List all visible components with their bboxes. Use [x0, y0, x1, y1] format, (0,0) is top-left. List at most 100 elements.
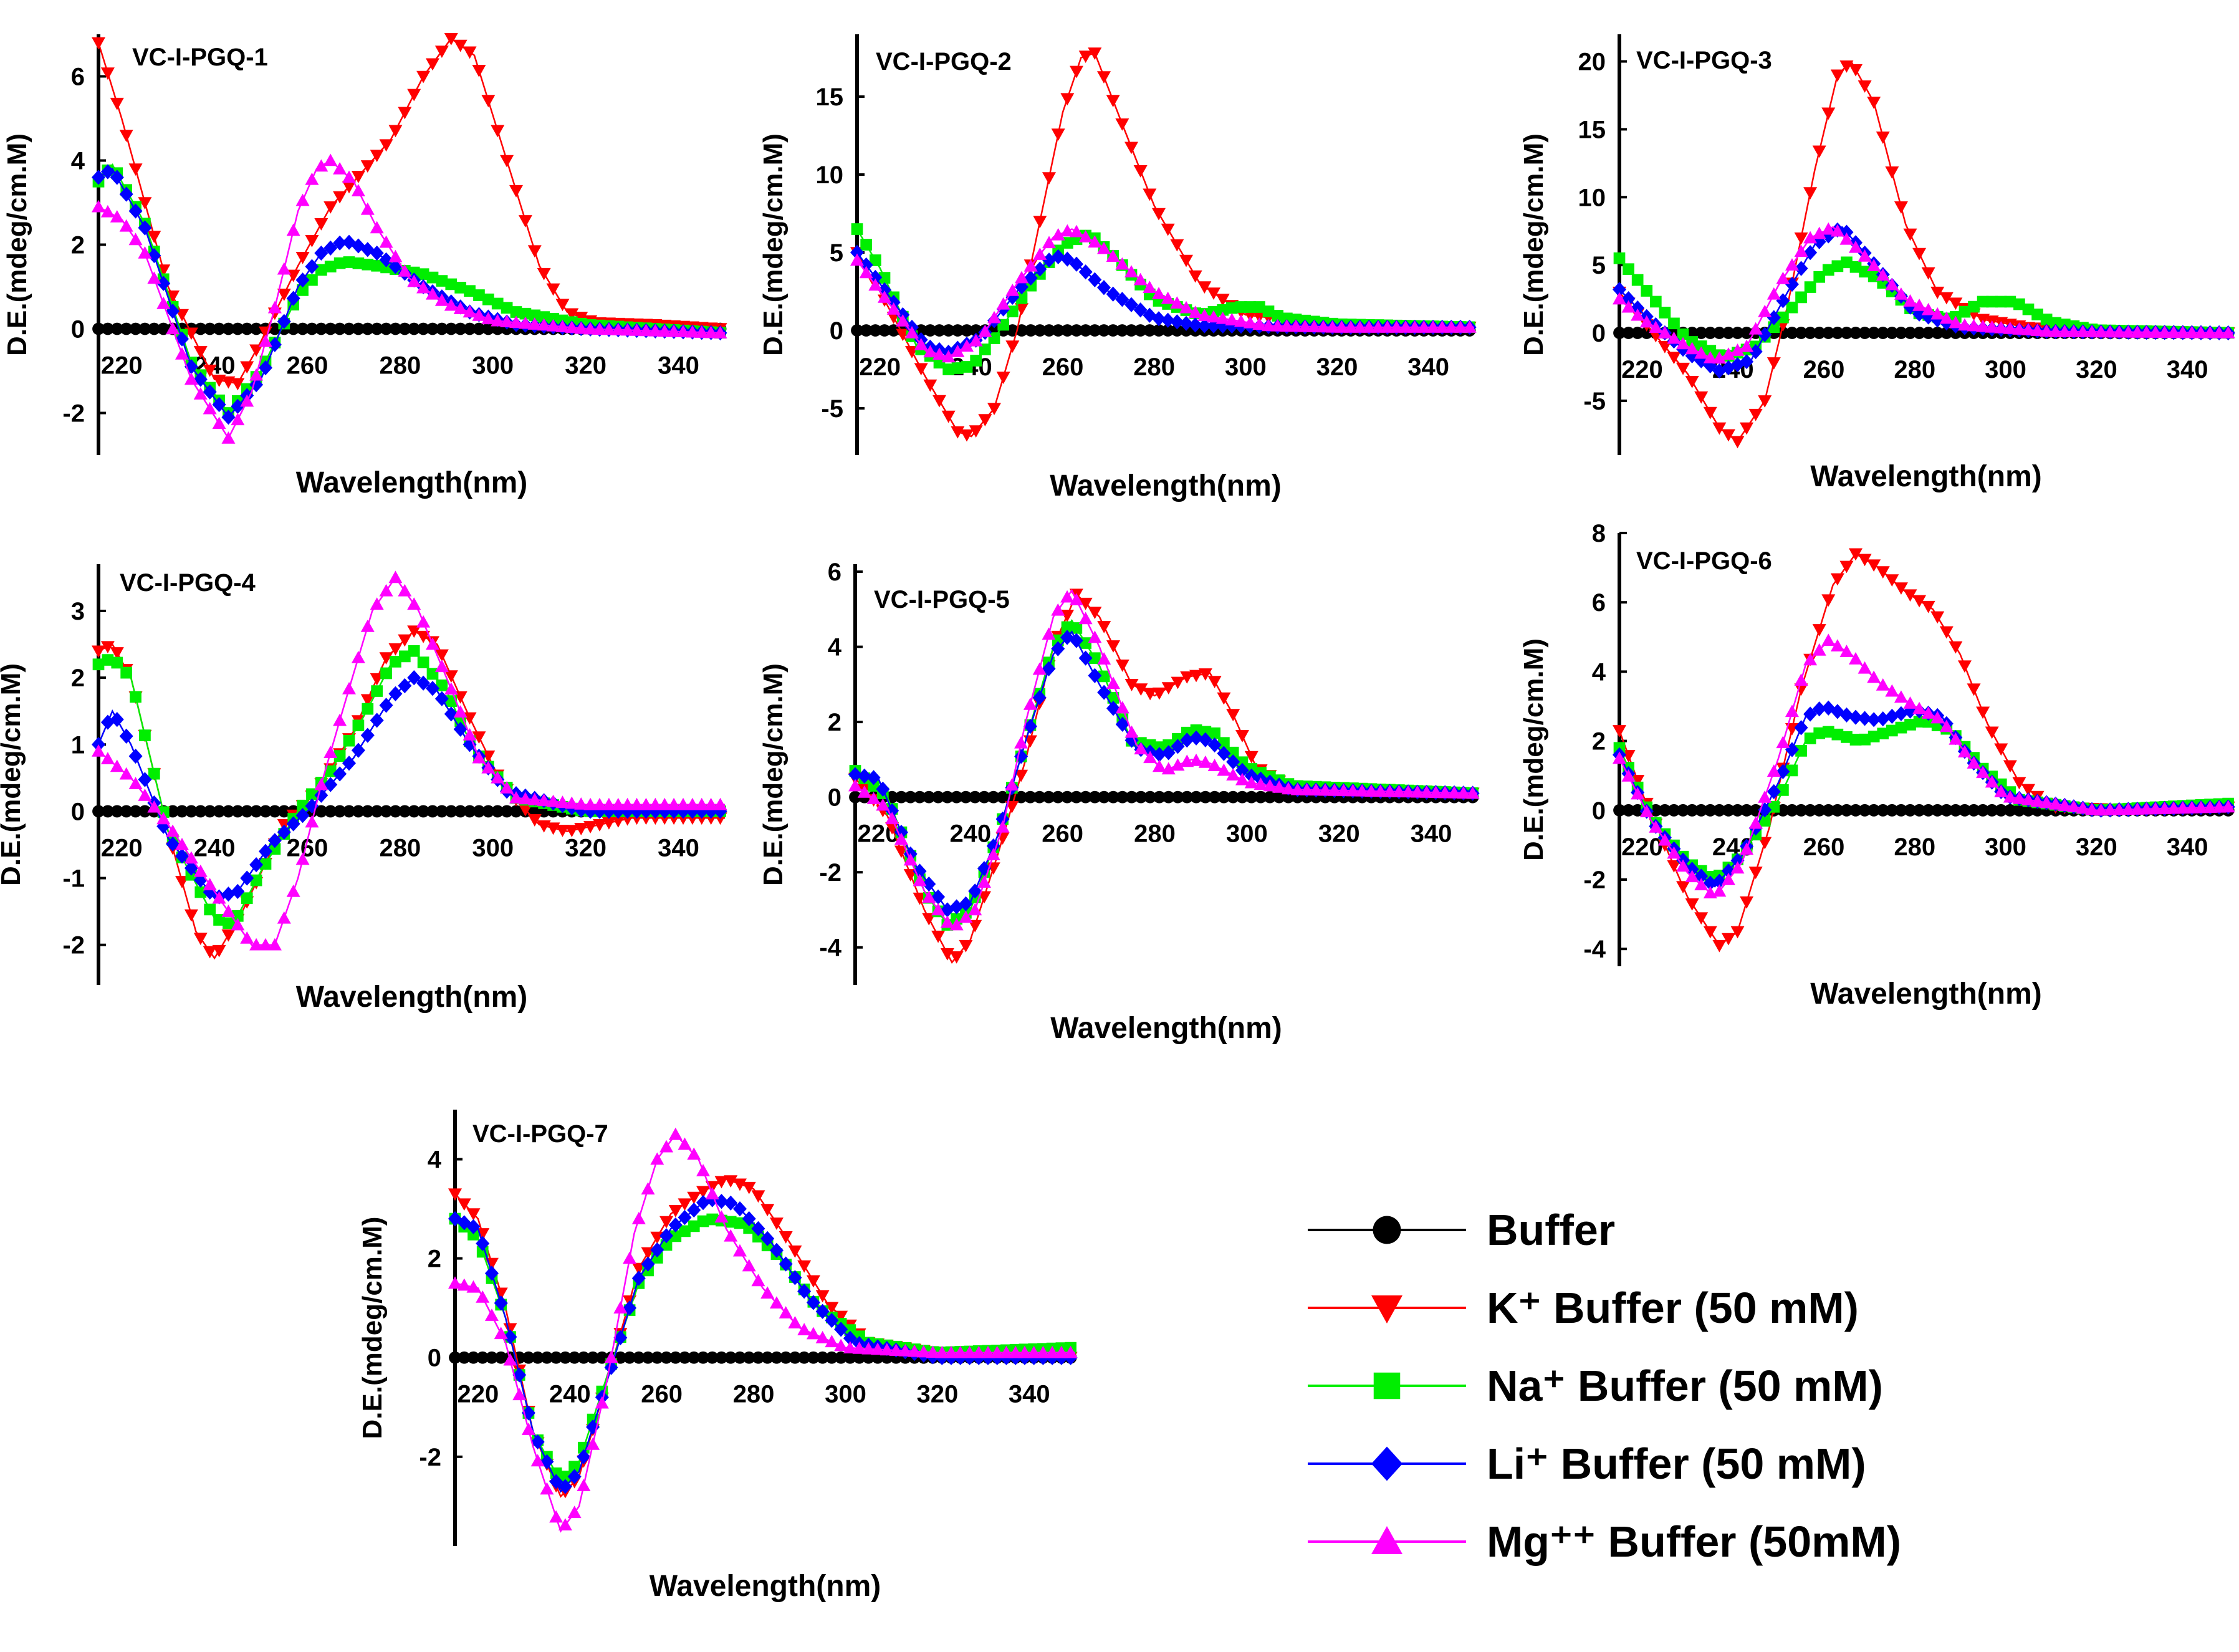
data-point-k [678, 1198, 692, 1211]
data-point-mg [1858, 249, 1872, 262]
y-tick-label: 6 [71, 64, 85, 91]
x-axis-title: Wavelength(nm) [1050, 1012, 1282, 1045]
data-point-buffer [92, 805, 105, 818]
data-point-buffer [1631, 327, 1644, 339]
data-point-mg [1885, 277, 1899, 291]
data-point-na [1199, 726, 1212, 738]
data-point-k [714, 1176, 729, 1189]
data-point-buffer [1236, 790, 1249, 804]
data-point-mg [2193, 325, 2208, 339]
data-point-buffer [1033, 324, 1047, 337]
data-point-buffer [969, 324, 982, 337]
data-point-k [779, 1231, 793, 1244]
data-point-buffer [941, 790, 954, 804]
data-point-mg [880, 1343, 894, 1356]
data-point-k [724, 1175, 738, 1188]
y-tick-label: -5 [821, 395, 843, 423]
data-point-mg [1143, 281, 1157, 294]
data-point-buffer [333, 805, 347, 818]
data-point-na [697, 1215, 709, 1227]
data-point-mg [379, 583, 393, 597]
data-point-na [1668, 317, 1680, 330]
data-point-k [333, 191, 347, 204]
data-point-mg [1336, 784, 1351, 797]
data-point-k [1106, 95, 1120, 107]
data-point-k [1912, 247, 1927, 261]
data-point-k [398, 107, 412, 120]
data-point-buffer [1042, 790, 1055, 804]
data-point-na [1061, 621, 1073, 633]
data-point-k [434, 649, 449, 662]
data-point-buffer [869, 324, 882, 337]
data-point-mg [713, 797, 727, 810]
data-point-k [1676, 881, 1690, 894]
data-point-li [1867, 712, 1881, 728]
data-point-li [286, 291, 300, 306]
data-point-mg [472, 751, 486, 764]
data-point-mg [1967, 319, 1981, 332]
data-point-mg [972, 1345, 986, 1358]
data-point-na [324, 261, 337, 272]
data-point-mg [878, 291, 891, 303]
data-point-na [724, 1216, 737, 1228]
data-point-li [567, 1469, 582, 1484]
data-point-buffer [1134, 324, 1147, 337]
x-axis-title: Wavelength(nm) [1810, 977, 2042, 1011]
data-point-mg [583, 797, 598, 810]
data-point-mg [240, 931, 254, 944]
data-point-mg [2157, 802, 2172, 814]
data-point-buffer [1024, 790, 1037, 804]
data-point-k [1188, 270, 1202, 283]
data-point-mg [1849, 652, 1863, 665]
data-point-li [705, 1192, 719, 1208]
data-point-mg [1115, 701, 1129, 714]
chart-title: VC-I-PGQ-2 [876, 48, 1012, 75]
y-tick-label: 6 [1592, 589, 1606, 617]
data-point-na [752, 1231, 764, 1243]
data-point-li [448, 1211, 462, 1227]
legend-item-buffer: Buffer [1308, 1206, 1615, 1254]
data-point-li [931, 889, 946, 905]
x-axis-title: Wavelength(nm) [296, 981, 528, 1014]
data-point-k [1198, 668, 1212, 681]
data-point-mg [537, 794, 551, 807]
data-point-mg [732, 1244, 747, 1257]
series-mg [848, 588, 1480, 931]
data-point-buffer [120, 322, 133, 335]
data-point-mg [1262, 319, 1275, 332]
data-point-mg [2048, 797, 2063, 810]
data-point-li [184, 860, 198, 876]
data-point-mg [1005, 283, 1020, 296]
data-point-buffer [1171, 324, 1184, 337]
data-point-buffer [1840, 327, 1853, 339]
data-point-buffer [1704, 804, 1717, 817]
data-point-k [1758, 395, 1772, 408]
data-point-mg [1263, 779, 1277, 792]
data-point-buffer [231, 805, 244, 818]
data-point-buffer [969, 790, 982, 804]
data-point-li [1152, 311, 1166, 327]
data-point-k [1207, 676, 1222, 689]
data-point-na [988, 332, 1000, 344]
data-point-na [1209, 727, 1220, 739]
data-point-mg [667, 797, 681, 810]
x-axis-title: Wavelength(nm) [650, 1570, 881, 1603]
series-na [849, 619, 1479, 931]
data-point-mg [453, 705, 467, 718]
data-point-k [1703, 926, 1717, 939]
data-point-na [398, 650, 411, 663]
data-point-k [1812, 145, 1826, 158]
data-point-buffer [1704, 327, 1717, 339]
chart-title: VC-I-PGQ-7 [472, 1120, 608, 1148]
x-tick-label: 260 [1803, 356, 1845, 383]
x-tick-label: 260 [641, 1381, 683, 1408]
data-point-mg [857, 785, 871, 798]
data-point-na [1262, 305, 1275, 317]
y-tick-label: 6 [828, 559, 841, 586]
data-point-li [751, 1221, 765, 1237]
data-point-buffer [959, 790, 972, 804]
data-point-na [250, 874, 262, 886]
data-point-mg [742, 1259, 756, 1272]
data-point-buffer [1171, 790, 1184, 804]
data-point-li [1758, 327, 1772, 342]
